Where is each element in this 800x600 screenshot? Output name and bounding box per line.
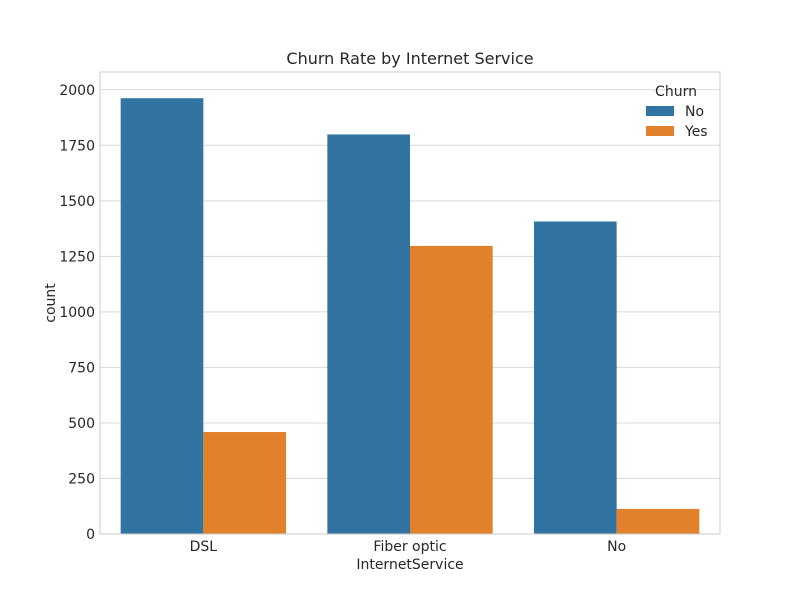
legend-label-yes: Yes	[684, 124, 708, 140]
legend: Churn No Yes	[646, 84, 708, 140]
y-tick-label: 1250	[59, 249, 95, 265]
y-tick-label: 1000	[59, 305, 95, 321]
legend-title: Churn	[655, 84, 697, 100]
x-tick-label: DSL	[190, 539, 218, 555]
plot-frame	[99, 71, 721, 535]
bar-dsl-no	[120, 98, 204, 534]
x-tick-label: Fiber optic	[373, 539, 446, 555]
bar-fiber-optic-yes	[410, 245, 493, 534]
bar-dsl-yes	[203, 432, 286, 534]
y-tick-label: 750	[68, 360, 95, 376]
chart-title: Churn Rate by Internet Service	[286, 49, 533, 68]
y-tick-label: 250	[68, 471, 95, 487]
y-tick-label: 1750	[59, 138, 95, 154]
bars	[120, 98, 700, 535]
y-tick-label: 500	[68, 416, 95, 432]
bar-no-yes	[616, 508, 700, 534]
x-tick-labels: DSL Fiber optic No	[190, 539, 627, 555]
legend-swatch-yes	[646, 126, 674, 136]
y-tick-label: 2000	[59, 83, 95, 99]
bar-no-no	[534, 221, 617, 535]
x-axis-label: InternetService	[356, 557, 463, 573]
legend-swatch-no	[646, 106, 674, 116]
y-tick-label: 0	[86, 527, 95, 543]
bar-fiber-optic-no	[327, 134, 410, 534]
legend-items: No Yes	[646, 104, 708, 140]
y-tick-label: 1500	[59, 194, 95, 210]
x-tick-label: No	[607, 539, 626, 555]
y-tick-labels: 0 250 500 750 1000 1250 1500 1750 2000	[59, 83, 95, 543]
legend-label-no: No	[685, 104, 704, 120]
y-axis-label: count	[43, 283, 59, 323]
